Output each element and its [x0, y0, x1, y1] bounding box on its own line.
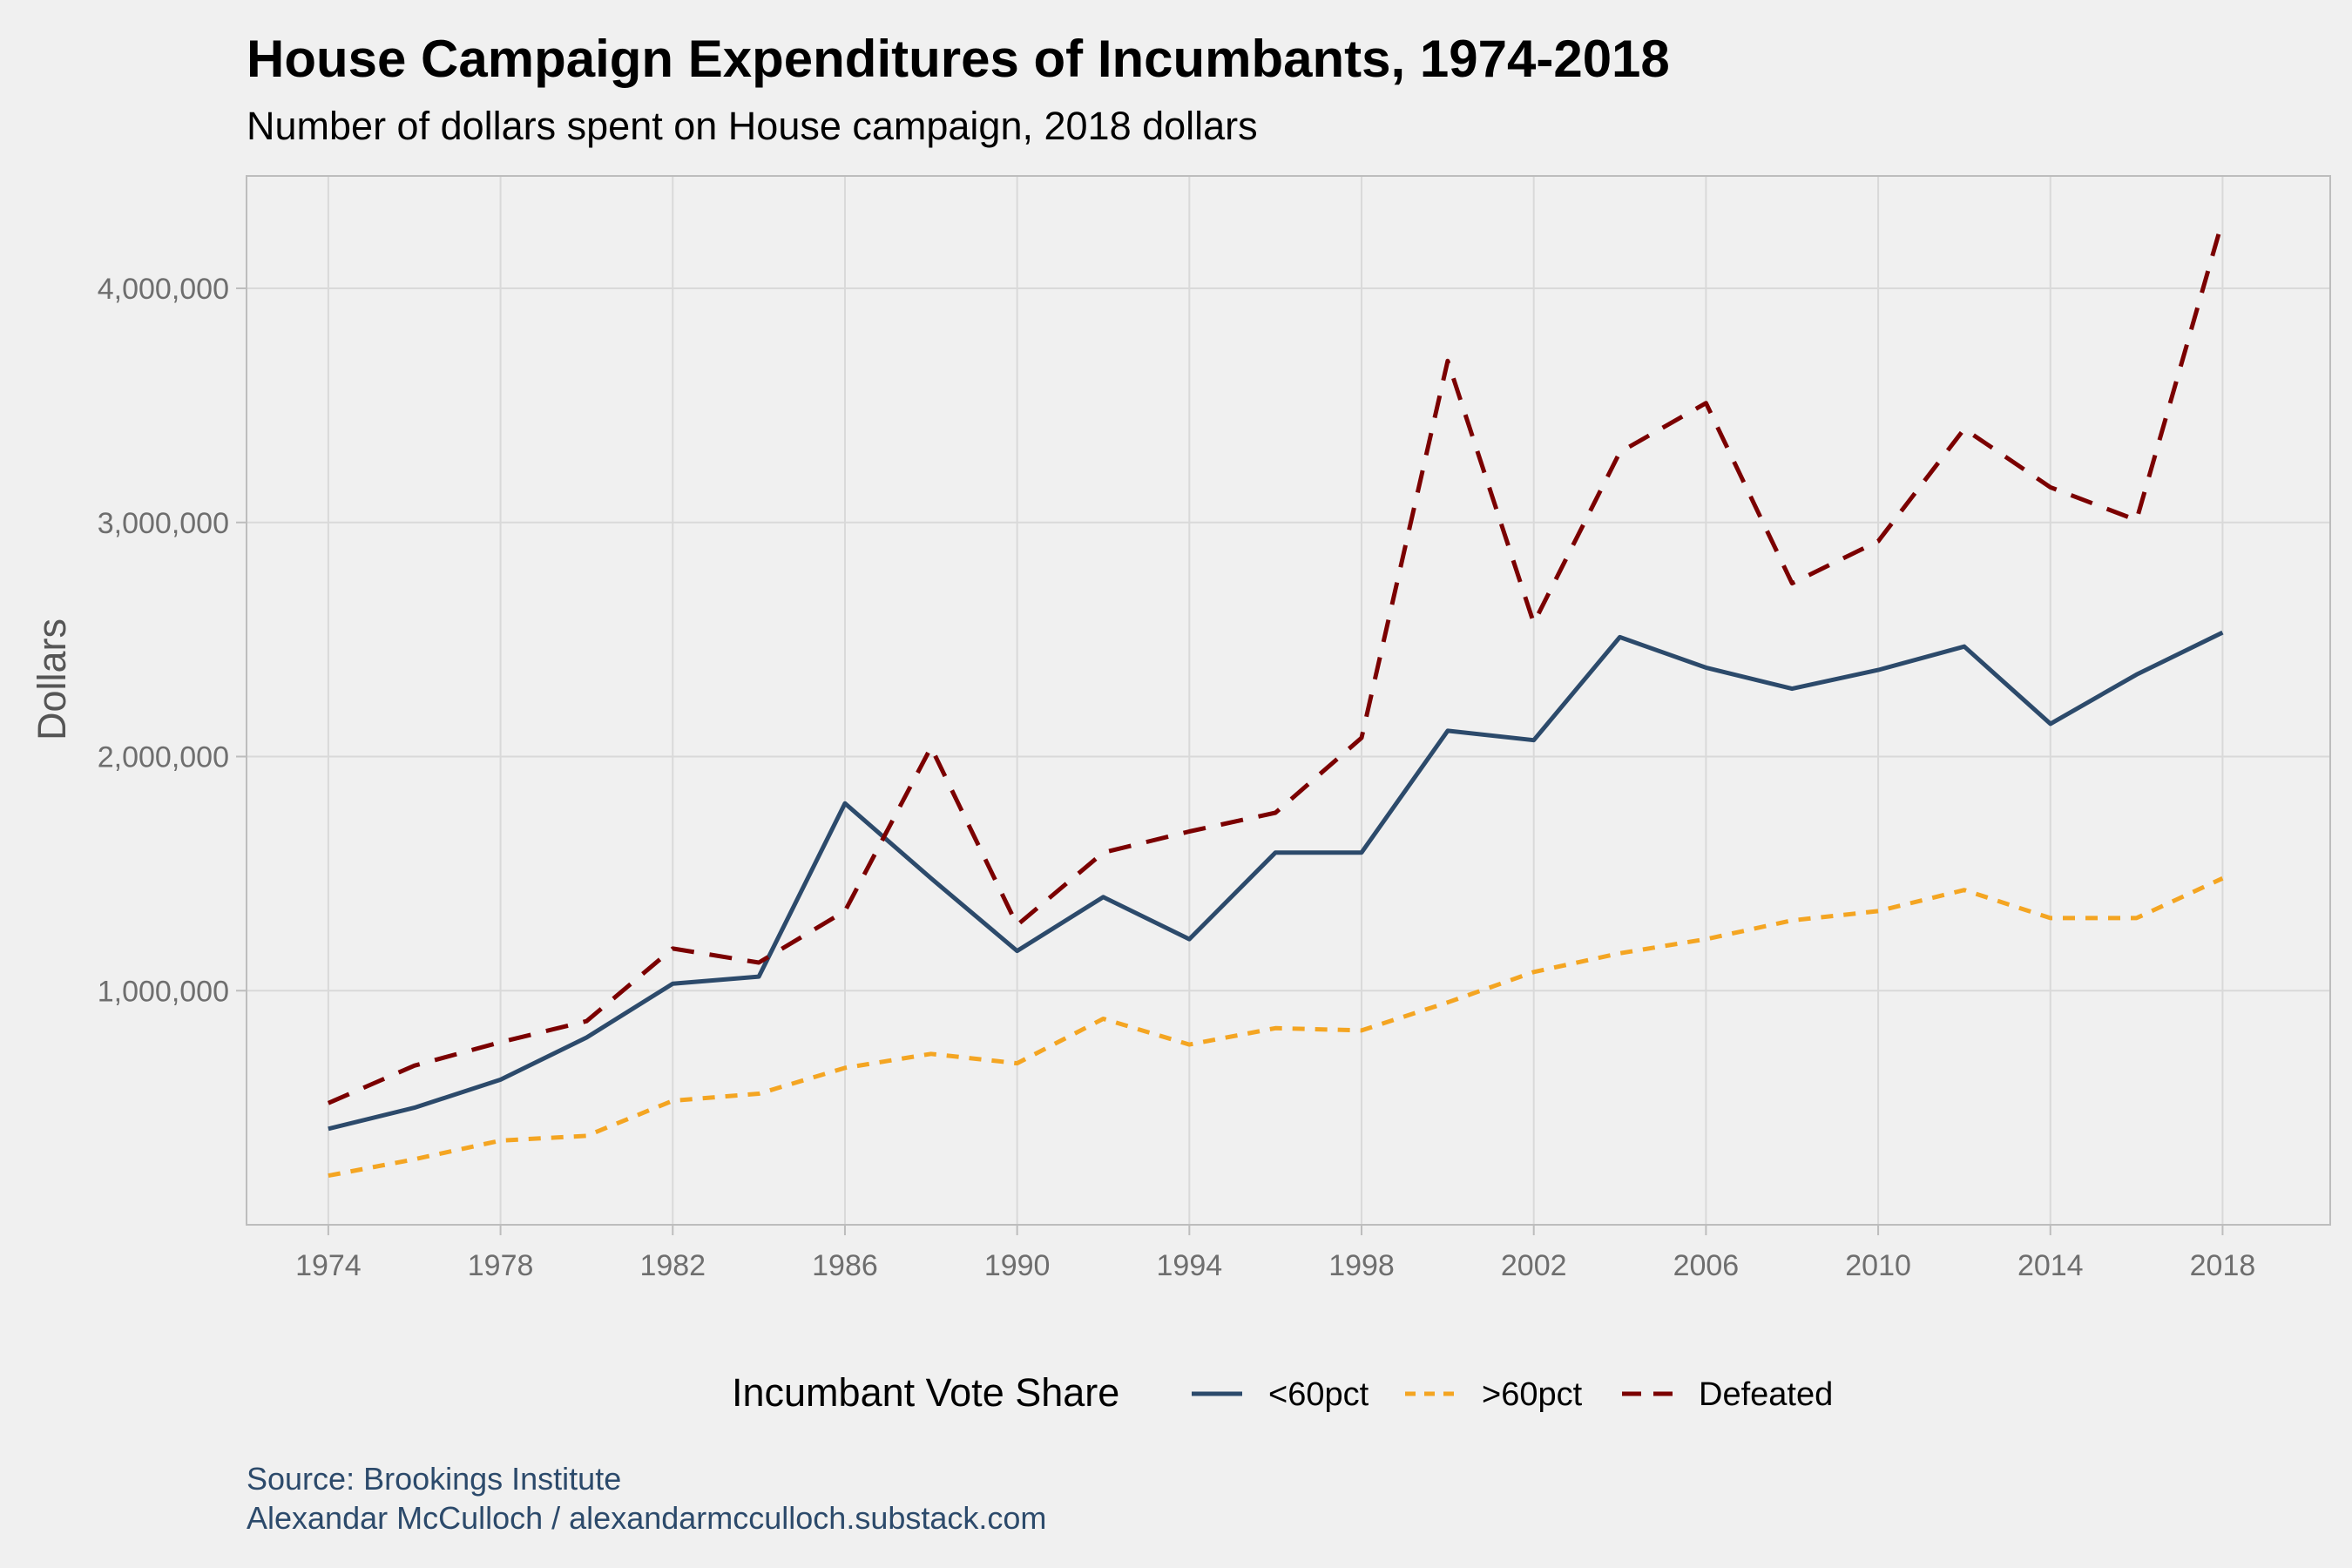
series-line-2	[327, 220, 2225, 1105]
x-tick-label: 1998	[1328, 1249, 1395, 1282]
series-line-0	[328, 630, 2224, 1132]
y-tick-label: 4,000,000	[98, 273, 229, 306]
x-tick-label: 2018	[2190, 1249, 2256, 1282]
y-tick-label: 3,000,000	[98, 507, 229, 540]
x-tick-label: 1982	[639, 1249, 706, 1282]
gridlines	[247, 176, 2330, 1225]
y-tick-label: 1,000,000	[98, 975, 229, 1008]
x-tick-label: 2002	[1501, 1249, 1567, 1282]
series-lines	[327, 220, 2225, 1179]
y-axis-title: Dollars	[30, 618, 74, 740]
caption-author: Alexandar McCulloch / alexandarmcculloch…	[247, 1500, 1046, 1536]
x-tick-label: 1994	[1157, 1249, 1223, 1282]
x-tick-label: 2010	[1845, 1249, 1911, 1282]
legend-label-1: >60pct	[1482, 1376, 1583, 1413]
x-tick-label: 1990	[984, 1249, 1051, 1282]
x-tick-label: 2014	[2017, 1249, 2084, 1282]
x-tick-label: 1974	[295, 1249, 362, 1282]
series-line-1	[328, 876, 2224, 1179]
legend: Incumbant Vote Share <60pct >60pct Defeate…	[732, 1370, 1833, 1415]
x-tick-label: 1986	[812, 1249, 878, 1282]
x-tick-label: 2006	[1673, 1249, 1740, 1282]
y-axis: 1,000,000 2,000,000 3,000,000 4,000,000	[98, 273, 247, 1008]
legend-label-0: <60pct	[1268, 1376, 1369, 1413]
plot-panel	[246, 175, 2331, 1226]
legend-title: Incumbant Vote Share	[732, 1370, 1119, 1415]
x-axis: 1974 1978 1982 1986 1990 1994 1998 2002 2006 2010…	[295, 1225, 2255, 1282]
chart-subtitle: Number of dollars spent on House campaig…	[247, 104, 1258, 148]
x-tick-label: 1978	[468, 1249, 534, 1282]
chart-title: House Campaign Expenditures of Incumbant…	[247, 30, 1670, 88]
caption-source: Source: Brookings Institute	[247, 1461, 621, 1497]
legend-label-2: Defeated	[1699, 1376, 1833, 1413]
legend-items: <60pct >60pct Defeated	[1192, 1376, 1833, 1413]
y-tick-label: 2,000,000	[98, 741, 229, 774]
